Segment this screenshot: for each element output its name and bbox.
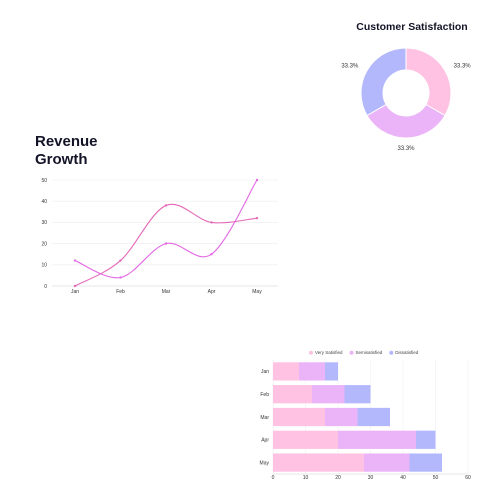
bar-legend-swatch	[349, 350, 354, 355]
line-point	[210, 221, 213, 224]
bar-legend-label: Dissatisfied	[395, 350, 419, 355]
line-point	[164, 242, 168, 245]
line-point	[119, 276, 122, 279]
line-chart-title: Revenue Growth	[35, 133, 145, 169]
bar-segment	[344, 385, 371, 404]
line-point	[164, 204, 168, 207]
donut-slice-label: 33.3%	[397, 146, 415, 152]
line-point	[255, 216, 259, 220]
bar-y-tick-label: Mar	[260, 415, 269, 421]
bar-x-tick-label: 60	[465, 475, 471, 481]
bar-x-tick-label: 0	[272, 475, 275, 481]
donut-slice-label: 33.3%	[454, 64, 472, 70]
bar-x-tick-label: 50	[433, 475, 439, 481]
line-x-tick-label: Jan	[71, 289, 79, 295]
line-point	[73, 284, 77, 288]
line-y-tick-label: 50	[41, 178, 47, 184]
bar-segment	[409, 453, 442, 472]
donut-slice-label: 33.3%	[341, 64, 359, 70]
line-point	[255, 178, 259, 182]
bar-y-tick-label: Feb	[260, 392, 269, 398]
bar-segment	[273, 430, 338, 449]
bar-x-tick-label: 20	[335, 475, 341, 481]
bar-segment	[325, 407, 358, 427]
bar-segment	[273, 453, 364, 472]
line-chart-title-line2: Growth	[35, 151, 88, 168]
bar-segment	[312, 385, 345, 404]
bar-segment	[357, 407, 390, 427]
bar-segment	[273, 385, 312, 404]
bar-x-tick-label: 30	[368, 475, 374, 481]
line-y-tick-label: 20	[41, 241, 47, 247]
line-x-tick-label: Mar	[162, 289, 171, 295]
line-x-tick-label: May	[252, 289, 262, 295]
line-point	[73, 259, 77, 262]
bar-y-tick-label: Jan	[261, 369, 269, 375]
bar-legend-label: Semisatisfied	[356, 350, 383, 355]
donut-slice	[360, 47, 407, 117]
line-y-tick-label: 10	[41, 263, 47, 269]
bar-segment	[416, 430, 436, 449]
bar-legend-swatch	[389, 350, 394, 355]
bar-legend-swatch	[309, 350, 313, 355]
bar-y-tick-label: Apr	[261, 438, 269, 444]
line-point	[119, 259, 122, 262]
line-x-tick-label: Feb	[116, 289, 125, 295]
bar-legend-label: Very Satisfied	[315, 350, 343, 355]
line-x-tick-label: Apr	[208, 289, 216, 295]
bar-x-tick-label: 10	[303, 475, 309, 481]
bar-segment	[273, 362, 299, 381]
bar-segment	[299, 362, 325, 381]
line-y-tick-label: 0	[44, 284, 47, 290]
bar-segment	[325, 362, 338, 381]
line-point	[210, 253, 213, 256]
line-chart-title-line1: Revenue	[35, 133, 98, 150]
bar-segment	[364, 453, 410, 472]
line-y-tick-label: 40	[41, 199, 47, 205]
pie-chart-title: Customer Satisfaction	[356, 21, 468, 33]
bar-segment	[338, 430, 416, 449]
bar-segment	[273, 407, 325, 427]
bar-x-tick-label: 40	[400, 475, 406, 481]
bar-y-tick-label: May	[260, 460, 270, 466]
line-y-tick-label: 30	[41, 220, 47, 226]
